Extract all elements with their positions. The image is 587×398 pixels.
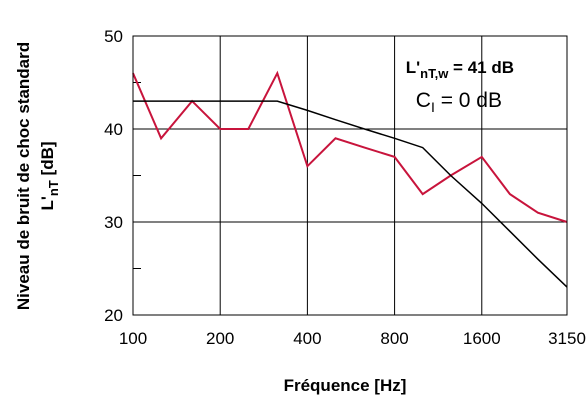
y-tick-label-50: 50: [104, 27, 123, 46]
y-tick-label-40: 40: [104, 120, 123, 139]
y-axis-symbol-subscript: nT: [46, 180, 61, 196]
annotation-rating-value: = 41 dB: [448, 58, 514, 77]
x-tick-label-3150: 3150: [548, 329, 586, 348]
x-tick-label-200: 200: [206, 329, 234, 348]
y-axis-unit: [dB]: [38, 141, 57, 180]
x-tick-label-100: 100: [119, 329, 147, 348]
annotation-rating-subscript: nT,w: [420, 66, 449, 81]
annotation-ci-symbol: C: [416, 89, 431, 112]
annotation-rating-symbol: L': [406, 58, 420, 77]
y-axis-symbol: L': [38, 196, 57, 210]
y-axis-title-line1: Niveau de bruit de choc standard: [14, 42, 33, 310]
annotation-ci: CI = 0 dB: [416, 89, 502, 115]
y-tick-label-30: 30: [104, 213, 123, 232]
x-tick-label-800: 800: [380, 329, 408, 348]
x-axis-title: Fréquence [Hz]: [284, 376, 407, 395]
x-tick-label-1600: 1600: [463, 329, 501, 348]
x-tick-label-400: 400: [293, 329, 321, 348]
y-tick-label-20: 20: [104, 306, 123, 325]
annotation-ci-value: = 0 dB: [435, 89, 502, 112]
